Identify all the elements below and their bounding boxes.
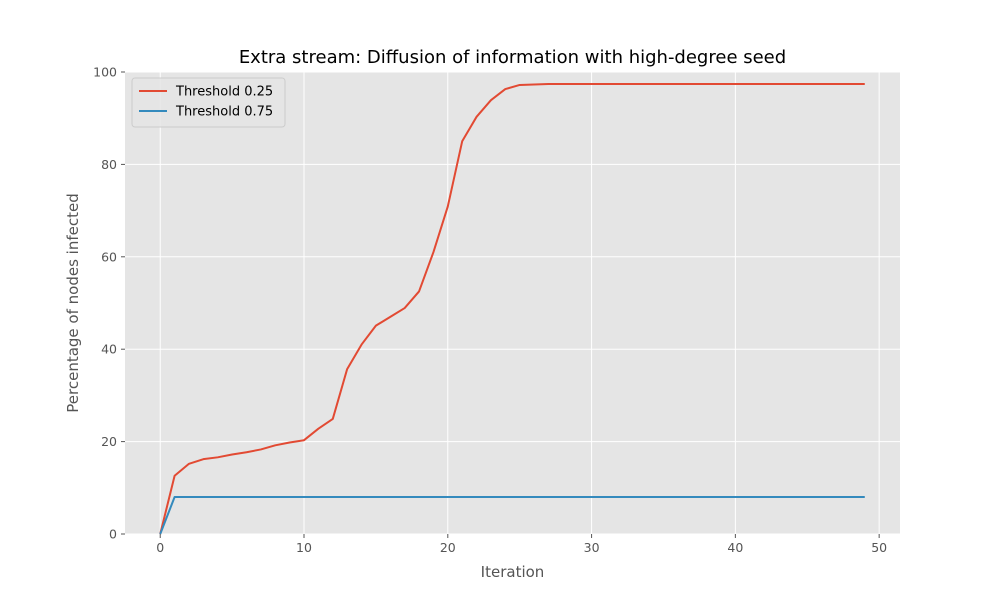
y-axis-label: Percentage of nodes infected <box>64 193 82 412</box>
x-axis-ticks: 0 10 20 30 40 50 <box>156 534 887 555</box>
x-tick-label: 20 <box>440 540 456 555</box>
grid-lines <box>125 71 900 535</box>
y-tick-label: 80 <box>101 157 117 172</box>
y-tick-label: 0 <box>109 527 117 542</box>
y-tick-label: 60 <box>101 249 117 264</box>
legend: Threshold 0.25 Threshold 0.75 <box>131 77 286 128</box>
y-tick-label: 100 <box>93 65 117 80</box>
x-axis-label: Iteration <box>481 563 545 581</box>
chart-title: Extra stream: Diffusion of information w… <box>239 47 786 68</box>
x-tick-label: 50 <box>871 540 887 555</box>
series-line-threshold-0-75 <box>159 496 865 535</box>
x-tick-label: 0 <box>156 540 164 555</box>
y-tick-label: 40 <box>101 342 117 357</box>
legend-label-threshold-0-25: Threshold 0.25 <box>175 85 273 100</box>
series-line-threshold-0-25 <box>159 83 865 535</box>
x-tick-label: 10 <box>296 540 312 555</box>
y-tick-label: 20 <box>101 434 117 449</box>
x-tick-label: 30 <box>584 540 600 555</box>
series-lines <box>159 83 865 535</box>
y-axis-ticks: 0 20 40 60 80 100 <box>93 65 125 542</box>
x-tick-label: 40 <box>727 540 743 555</box>
legend-label-threshold-0-75: Threshold 0.75 <box>175 105 273 120</box>
legend-box <box>131 77 286 128</box>
plot-area <box>125 72 900 534</box>
